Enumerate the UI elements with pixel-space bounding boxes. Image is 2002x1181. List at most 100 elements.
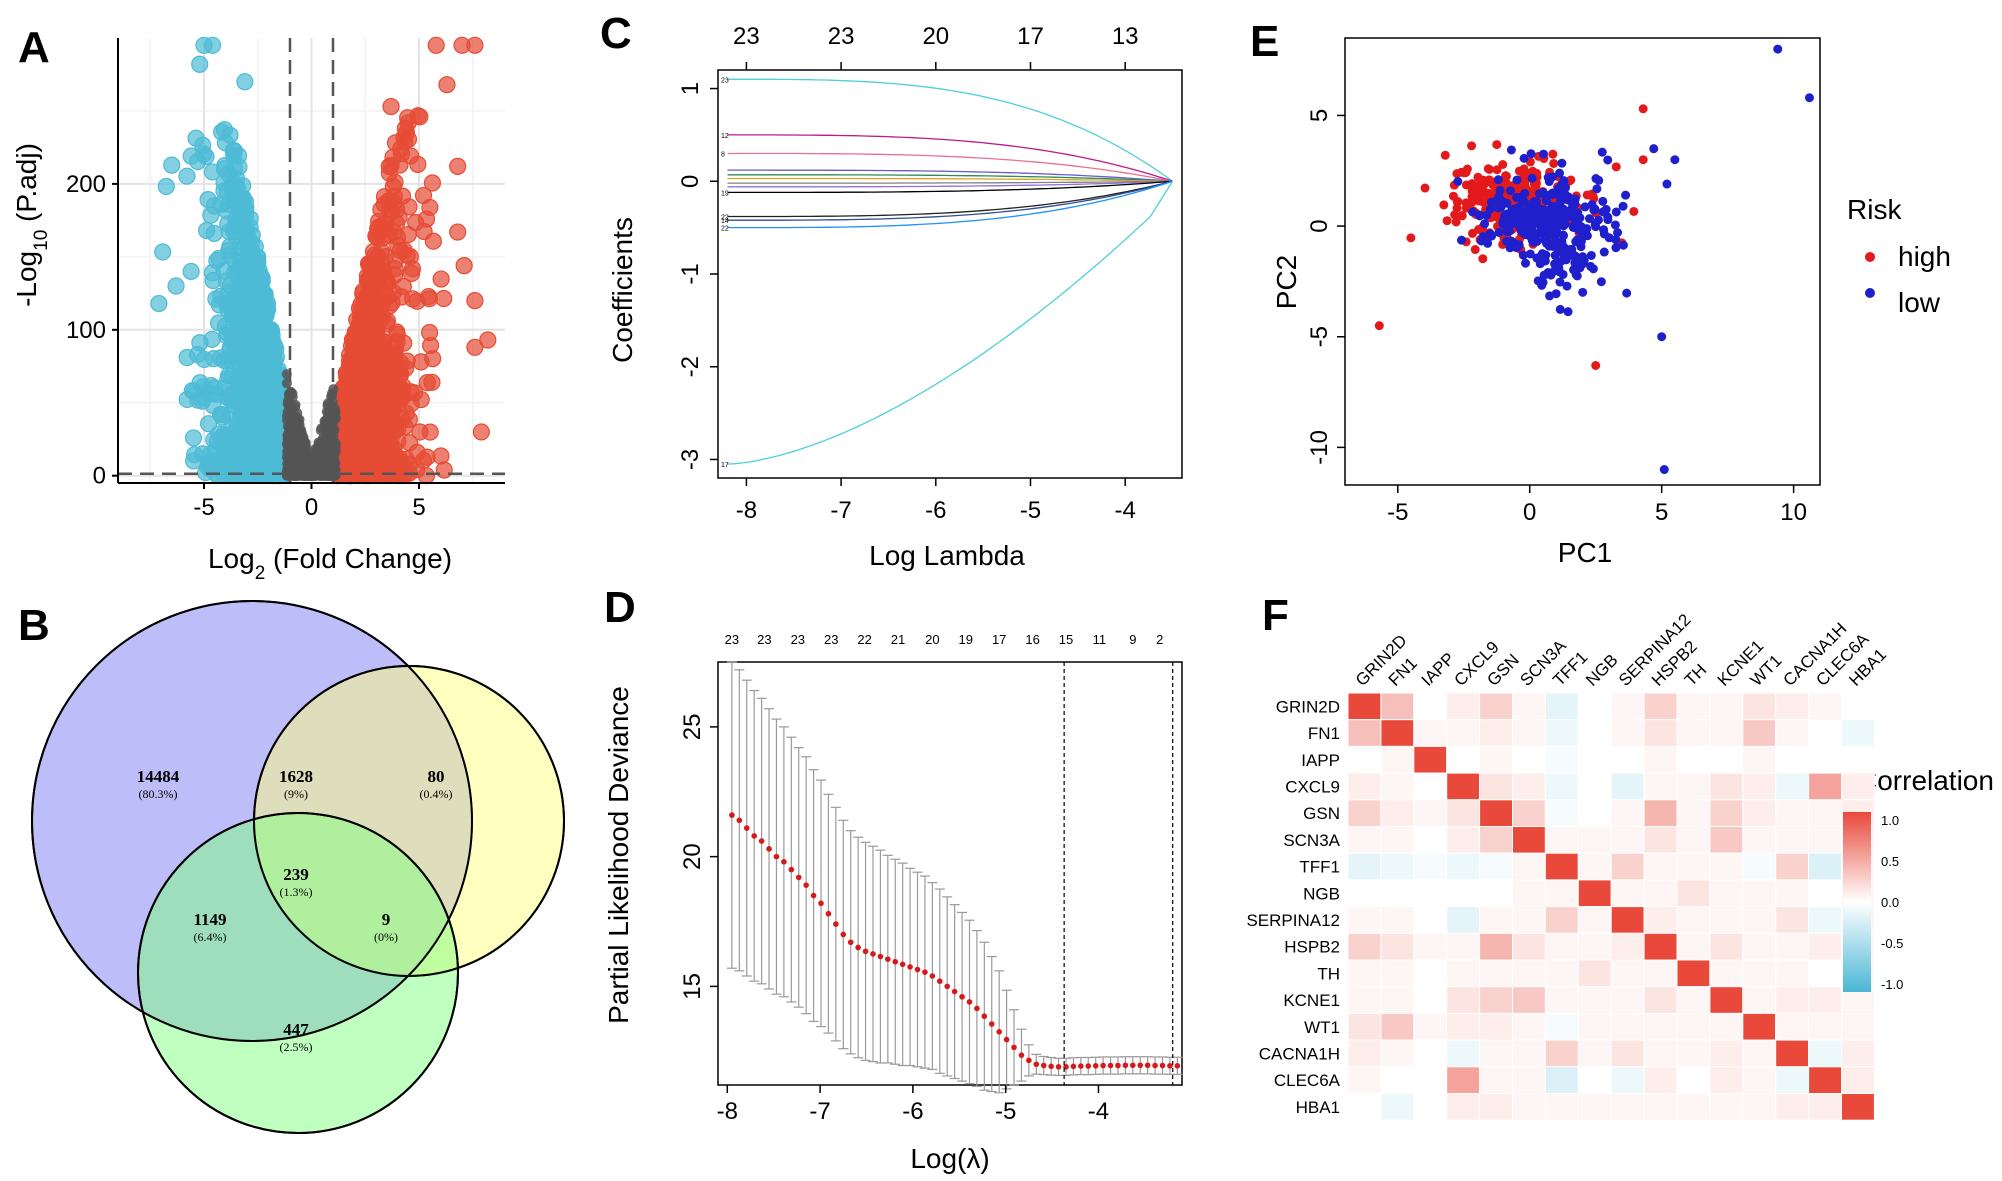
panel-b-region-pct-23: (0%) xyxy=(374,930,398,944)
panel-a-point-down xyxy=(232,347,250,365)
panel-a-point-down xyxy=(194,445,212,463)
panel-f-cell-13-9 xyxy=(1643,1039,1678,1068)
panel-f-cell-9-13 xyxy=(1775,932,1810,961)
panel-d-xtick-label-0: -8 xyxy=(717,1098,738,1125)
panel-e-point-low xyxy=(1555,277,1565,287)
panel-f-cell-8-8 xyxy=(1610,906,1645,934)
panel-d-point-13 xyxy=(825,910,832,917)
panel-f-cell-1-9 xyxy=(1643,719,1678,747)
panel-d-point-0 xyxy=(729,812,735,818)
panel-f-cell-13-12 xyxy=(1742,1039,1777,1068)
panel-f-cell-5-4 xyxy=(1479,826,1513,854)
panel-e-point-low xyxy=(1551,289,1561,299)
panel-e-point-high xyxy=(1452,169,1462,179)
panel-f-cell-2-5 xyxy=(1512,745,1546,774)
panel-d-top-label-10: 15 xyxy=(1059,632,1073,647)
panel-a-highlight-point-13 xyxy=(449,157,467,175)
panel-f-cell-4-0 xyxy=(1347,799,1382,827)
panel-e-point-high xyxy=(1442,216,1452,226)
panel-a-volcano-plot: Log2 (Fold Change) -Log10 (P.adj) -5 0 5 0 1… xyxy=(11,36,505,584)
panel-f-cell-8-5 xyxy=(1512,906,1546,934)
panel-d-point-1 xyxy=(736,817,743,824)
panel-f-cell-3-11 xyxy=(1709,772,1744,801)
panel-a-point-up xyxy=(412,353,430,371)
panel-d-point-23 xyxy=(899,961,906,968)
panel-c-xlabel: Log Lambda xyxy=(869,540,1025,571)
panel-f-cell-6-7 xyxy=(1577,852,1612,881)
panel-a-ytick-label-0: 0 xyxy=(93,463,106,490)
panel-d-xtick-label-1: -7 xyxy=(809,1098,830,1125)
panel-e-point-high xyxy=(1629,206,1639,216)
panel-f-cell-15-15 xyxy=(1841,1093,1875,1121)
panel-f-cell-11-0 xyxy=(1347,986,1382,1014)
panel-e-point-low xyxy=(1621,190,1631,200)
panel-a-ytick-label-2: 200 xyxy=(66,171,106,198)
panel-a-point-up xyxy=(393,381,411,399)
panel-e-point-high xyxy=(1453,196,1463,206)
panel-f-cell-13-6 xyxy=(1544,1039,1579,1068)
panel-f-cell-14-15 xyxy=(1841,1066,1875,1095)
panel-a-point-down xyxy=(184,429,203,447)
panel-f-cell-0-7 xyxy=(1577,692,1612,721)
panel-f-cell-3-14 xyxy=(1808,772,1842,801)
panel-d-top-label-12: 9 xyxy=(1129,632,1136,647)
panel-a-point-down xyxy=(187,129,205,147)
panel-a-point-down xyxy=(225,146,243,165)
panel-a-point-up xyxy=(411,423,429,441)
panel-e-point-low xyxy=(1598,207,1608,217)
panel-d-point-10 xyxy=(803,882,809,888)
panel-e-point-high xyxy=(1582,190,1592,200)
panel-e-outlier-0 xyxy=(1773,44,1783,54)
panel-f-cell-4-7 xyxy=(1577,799,1612,827)
panel-b-region-pct-123: (1.3%) xyxy=(280,885,313,899)
panel-e-ytick-label-2: 0 xyxy=(1306,219,1333,232)
panel-f-legend-tick-3: -0.5 xyxy=(1881,936,1903,951)
panel-b-region-count-only3: 447 xyxy=(283,1020,309,1039)
panel-f-cell-4-4 xyxy=(1479,799,1513,827)
panel-f-legend-tick-1: 0.5 xyxy=(1881,854,1899,869)
panel-f-cell-4-14 xyxy=(1808,799,1842,827)
panel-e-point-low xyxy=(1546,210,1556,220)
panel-a-point-down xyxy=(239,306,257,324)
panel-a-point-up xyxy=(378,312,396,330)
panel-d-point-35 xyxy=(988,1021,995,1027)
panel-c-ytick-label-2: -1 xyxy=(677,263,704,284)
panel-e-point-low xyxy=(1603,155,1613,165)
panel-f-cell-10-4 xyxy=(1479,959,1513,988)
panel-f-cell-14-7 xyxy=(1577,1066,1612,1095)
panel-f-cell-4-11 xyxy=(1709,799,1744,827)
panel-a-point-down xyxy=(204,271,222,290)
panel-f-cell-11-11 xyxy=(1709,986,1744,1014)
panel-d-point-51 xyxy=(1107,1062,1114,1069)
panel-a-point-up xyxy=(397,404,415,422)
panel-f-cell-4-1 xyxy=(1380,799,1415,827)
panel-e-point-low xyxy=(1539,270,1549,280)
panel-a-highlight-point-16 xyxy=(466,292,484,310)
panel-f-cell-9-8 xyxy=(1610,932,1645,961)
panel-e-outlier-4 xyxy=(1638,104,1648,114)
panel-f-cell-4-3 xyxy=(1446,799,1481,827)
panel-a-point-down xyxy=(248,339,267,358)
panel-a-point-down xyxy=(220,283,238,301)
panel-a-point-down xyxy=(217,387,235,406)
panel-f-cell-11-9 xyxy=(1643,986,1678,1014)
panel-f-cell-14-12 xyxy=(1742,1066,1777,1095)
panel-f-cell-13-10 xyxy=(1676,1039,1711,1068)
panel-f-row-label-0: GRIN2D xyxy=(1276,697,1340,716)
panel-f-cell-5-8 xyxy=(1610,826,1645,854)
panel-f-cell-14-1 xyxy=(1380,1066,1415,1095)
panel-a-point-ns xyxy=(329,408,340,419)
panel-c-path-label-12: 17 xyxy=(721,462,729,469)
panel-f-legend-tick-4: -1.0 xyxy=(1881,977,1903,992)
panel-a-point-ns xyxy=(315,440,326,451)
panel-e-ytick-label-3: 5 xyxy=(1306,109,1333,122)
panel-a-highlight-point-10 xyxy=(438,76,456,94)
panel-e-point-low xyxy=(1559,176,1569,186)
panel-d-top-label-0: 23 xyxy=(725,632,739,647)
panel-e-point-high xyxy=(1483,164,1493,174)
panel-e-point-low xyxy=(1573,235,1583,245)
panel-f-row-label-11: KCNE1 xyxy=(1283,991,1340,1010)
panel-f-cell-7-0 xyxy=(1347,879,1382,908)
panel-c-xtick-label-1: -7 xyxy=(830,497,851,524)
panel-a-point-down xyxy=(257,292,275,310)
